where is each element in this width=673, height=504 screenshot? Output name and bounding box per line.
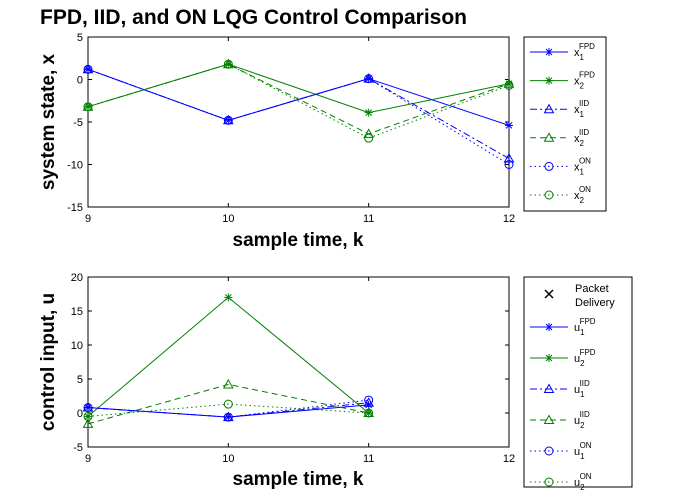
u1-iid-point	[363, 397, 375, 407]
control-plot: sample time, k control input, u 9 10 11 12 2…	[38, 272, 515, 490]
x2-iid-point	[363, 128, 375, 138]
u2-iid-line	[87, 383, 369, 425]
x-tick-label: 10	[222, 453, 234, 465]
x2-on-point	[364, 133, 374, 143]
u2-on-point	[83, 411, 93, 421]
u2-iid-point	[222, 378, 234, 389]
x1-fpd-point	[505, 121, 513, 130]
u2-iid-legend-marker	[543, 414, 555, 424]
y-tick-label: 0	[77, 408, 83, 420]
u2-iid-legend-label: u2IID	[574, 410, 590, 430]
x2-iid-point	[503, 78, 515, 88]
u2-on-point	[223, 399, 233, 409]
x1-fpd-legend-marker	[545, 48, 553, 56]
y-tick-label: 5	[77, 374, 83, 386]
x1-iid-line	[87, 68, 510, 159]
x1-iid-point	[503, 153, 515, 163]
x2-on-point	[223, 59, 233, 69]
u1-on-legend-label: u1ON	[574, 441, 592, 461]
u1-iid-legend-marker	[543, 383, 555, 393]
u2-fpd-legend-label: u2FPD	[574, 348, 596, 368]
u2-on-line	[87, 403, 369, 417]
x1-on-point	[364, 74, 374, 84]
y-tick-label: -5	[73, 442, 83, 454]
state-plot-frame	[87, 36, 510, 208]
x1-fpd-legend-label: x1FPD	[574, 42, 595, 62]
x2-fpd-legend-label: x2FPD	[574, 71, 595, 91]
x1-iid-legend-marker	[543, 103, 555, 114]
y-tick-label: 5	[77, 32, 83, 44]
state-legend: x1FPD x2FPD x1IID x2IID x1ON x2ON	[523, 36, 607, 212]
u2-on-legend-label: u2ON	[574, 472, 592, 492]
y-tick-label: 10	[71, 340, 83, 352]
y-tick-label: -15	[67, 202, 83, 214]
state-ylabel: system state, x	[38, 53, 59, 190]
x2-on-legend-label: x2ON	[574, 185, 591, 205]
state-plot: sample time, k system state, x 9 10 11 12 5 0…	[38, 32, 515, 251]
x1-on-point	[504, 160, 514, 169]
control-xlabel: sample time, k	[233, 469, 364, 490]
u2-fpd-point	[224, 293, 233, 302]
u1-on-point	[364, 395, 374, 405]
x-tick-label: 9	[85, 453, 91, 465]
u1-fpd-legend-label: u1FPD	[574, 317, 596, 337]
x-tick-label: 12	[503, 453, 515, 465]
control-ylabel: control input, u	[38, 293, 59, 431]
x-tick-label: 9	[85, 213, 91, 225]
control-plot-frame	[87, 276, 510, 448]
x-tick-label: 12	[503, 213, 515, 225]
x1-on-legend-label: x1ON	[574, 156, 591, 176]
u1-on-line	[87, 399, 369, 418]
u2-fpd-point	[364, 409, 373, 417]
u1-on-point	[83, 403, 93, 413]
packet-delivery-marker	[544, 289, 554, 299]
state-xlabel: sample time, k	[233, 230, 364, 251]
u1-iid-legend-label: u1IID	[574, 379, 590, 399]
x2-on-line	[87, 63, 510, 139]
u1-on-legend-marker	[544, 446, 554, 456]
y-tick-label: 20	[71, 272, 83, 284]
chart-title: FPD, IID, and ON LQG Control Comparison	[40, 6, 467, 29]
x2-iid-legend-label: x2IID	[574, 128, 589, 148]
x2-iid-legend-marker	[543, 132, 555, 142]
control-legend-box	[523, 276, 633, 488]
x-tick-label: 11	[363, 213, 374, 225]
x2-fpd-point	[364, 108, 373, 117]
y-tick-label: 15	[71, 306, 83, 318]
u1-on-point	[223, 412, 233, 422]
u1-fpd-point	[364, 400, 373, 409]
x2-fpd-legend-marker	[545, 76, 553, 85]
x1-iid-legend-label: x1IID	[574, 99, 589, 119]
x2-on-point	[504, 80, 514, 90]
u2-fpd-legend-marker	[545, 354, 553, 362]
y-tick-label: -5	[73, 117, 83, 129]
control-legend: Packet Delivery u1FPD u2FPD u1IID u2IID u1ON…	[523, 276, 633, 492]
y-tick-label: 0	[77, 75, 83, 87]
y-tick-label: -10	[67, 160, 83, 172]
legend-header-line1: Packet	[575, 283, 609, 295]
x-tick-label: 11	[363, 453, 374, 465]
u1-fpd-legend-marker	[545, 323, 553, 331]
u2-on-point	[364, 408, 374, 418]
x2-fpd-point	[224, 60, 233, 69]
x2-on-legend-marker	[544, 190, 554, 200]
u2-iid-point	[82, 418, 94, 428]
state-legend-box	[523, 36, 607, 212]
x1-on-legend-marker	[544, 161, 554, 171]
x-tick-label: 10	[222, 213, 234, 225]
x1-on-point	[223, 115, 233, 125]
x2-on-point	[83, 102, 93, 112]
x1-on-point	[83, 64, 93, 74]
u2-on-legend-marker	[544, 477, 554, 487]
legend-header-line2: Delivery	[575, 297, 615, 309]
